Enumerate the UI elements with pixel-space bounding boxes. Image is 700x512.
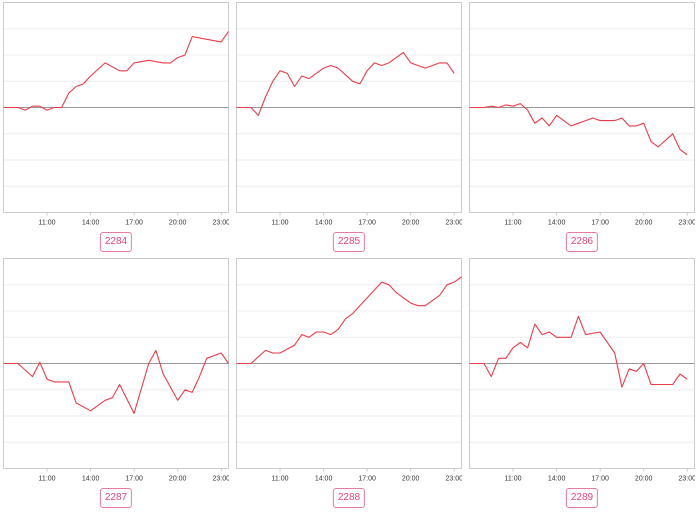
x-tick-label: 23:00	[445, 476, 462, 483]
x-tick-label: 14:00	[82, 476, 100, 483]
line-chart: 11:00 14:00 17:00 20:00 23:00	[3, 258, 229, 483]
x-tick-label: 17:00	[358, 476, 376, 483]
series-line	[3, 31, 229, 111]
x-tick-label: 14:00	[315, 476, 333, 483]
line-chart: 11:00 14:00 17:00 20:00 23:00	[236, 258, 462, 483]
chart-panel-2284: 11:00 14:00 17:00 20:00 23:00 2284	[3, 2, 229, 252]
x-tick-label: 11:00	[39, 476, 56, 483]
x-tick-label: 23:00	[445, 220, 462, 227]
x-tick-label: 17:00	[591, 220, 609, 227]
chart-panel-2286: 11:00 14:00 17:00 20:00 23:00 2286	[469, 2, 695, 252]
x-tick-label: 20:00	[402, 220, 420, 227]
x-tick-label: 14:00	[548, 476, 566, 483]
x-tick-label: 11:00	[505, 220, 522, 227]
chart-id-badge[interactable]: 2285	[332, 232, 366, 252]
series-line	[236, 51, 455, 116]
chart-id-badge[interactable]: 2289	[565, 488, 599, 508]
chart-panel-2288: 11:00 14:00 17:00 20:00 23:00 2288	[236, 258, 462, 508]
series-line	[469, 315, 688, 388]
line-chart: 11:00 14:00 17:00 20:00 23:00	[469, 2, 695, 227]
x-tick-label: 11:00	[505, 476, 522, 483]
x-tick-label: 14:00	[315, 220, 333, 227]
x-tick-label: 11:00	[39, 220, 56, 227]
x-tick-label: 17:00	[125, 220, 143, 227]
x-tick-label: 14:00	[82, 220, 100, 227]
x-tick-label: 11:00	[272, 220, 289, 227]
chart-panel-2285: 11:00 14:00 17:00 20:00 23:00 2285	[236, 2, 462, 252]
chart-id-badge[interactable]: 2287	[99, 488, 133, 508]
x-tick-label: 20:00	[402, 476, 420, 483]
chart-id-badge[interactable]: 2288	[332, 488, 366, 508]
line-chart: 11:00 14:00 17:00 20:00 23:00	[3, 2, 229, 227]
x-tick-label: 23:00	[678, 476, 695, 483]
x-tick-label: 11:00	[272, 476, 289, 483]
x-tick-label: 20:00	[169, 220, 187, 227]
line-chart: 11:00 14:00 17:00 20:00 23:00	[236, 2, 462, 227]
series-line	[236, 276, 462, 365]
chart-id-badge[interactable]: 2286	[565, 232, 599, 252]
series-line	[3, 349, 229, 414]
chart-id-badge[interactable]: 2284	[99, 232, 133, 252]
x-tick-label: 17:00	[125, 476, 143, 483]
chart-panel-2287: 11:00 14:00 17:00 20:00 23:00 2287	[3, 258, 229, 508]
line-chart: 11:00 14:00 17:00 20:00 23:00	[469, 258, 695, 483]
x-tick-label: 20:00	[635, 476, 653, 483]
x-tick-label: 23:00	[678, 220, 695, 227]
series-line	[469, 103, 688, 156]
x-tick-label: 17:00	[358, 220, 376, 227]
x-tick-label: 23:00	[212, 220, 229, 227]
x-tick-label: 23:00	[212, 476, 229, 483]
x-tick-label: 14:00	[548, 220, 566, 227]
x-tick-label: 20:00	[169, 476, 187, 483]
x-tick-label: 20:00	[635, 220, 653, 227]
chart-panel-2289: 11:00 14:00 17:00 20:00 23:00 2289	[469, 258, 695, 508]
x-tick-label: 17:00	[591, 476, 609, 483]
